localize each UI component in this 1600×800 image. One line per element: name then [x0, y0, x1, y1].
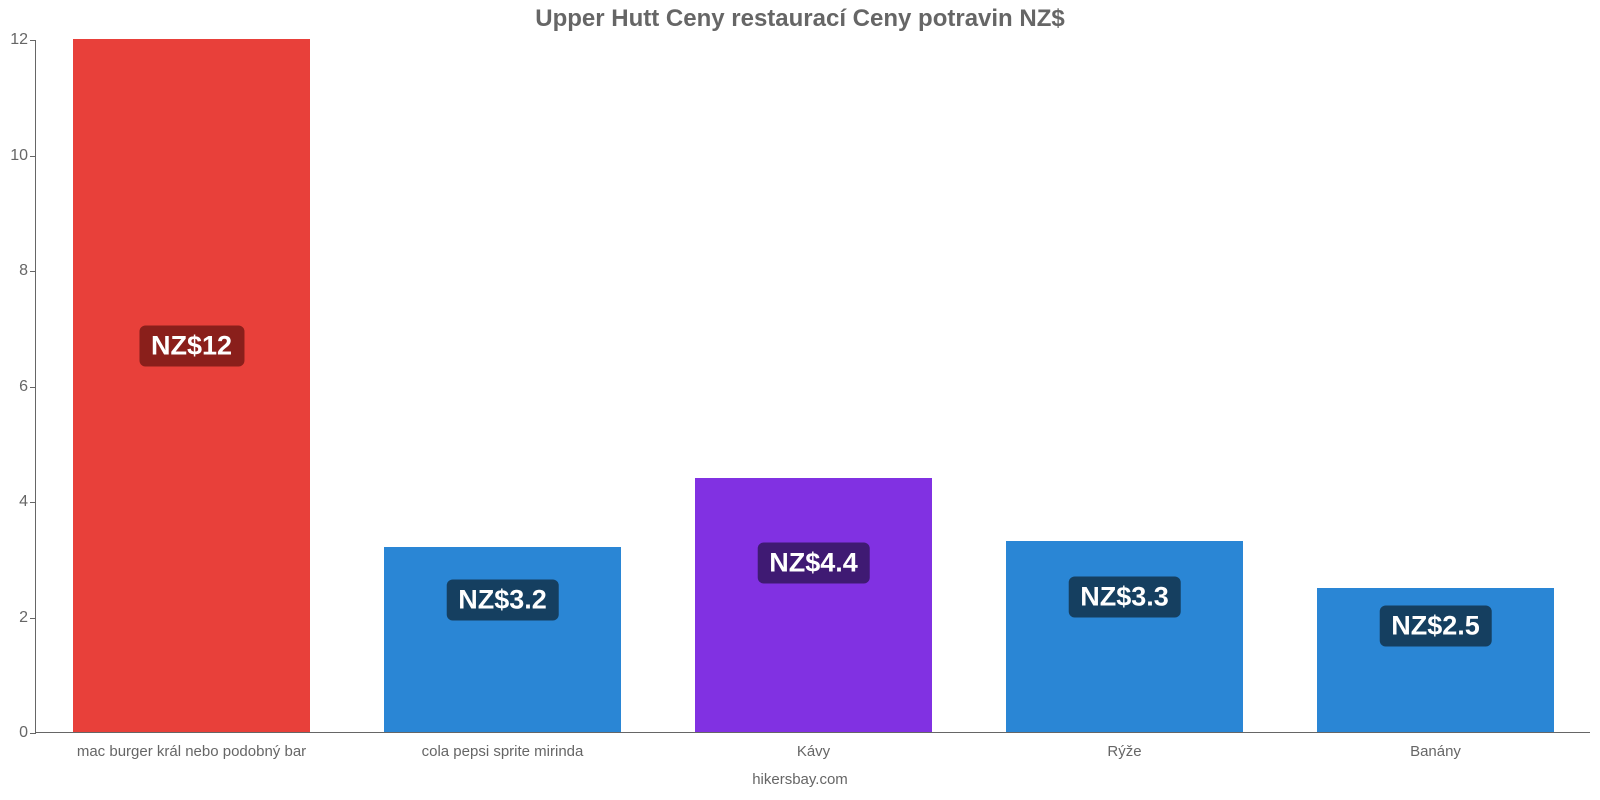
bar-value-badge: NZ$12 — [139, 326, 244, 367]
y-tick-mark — [30, 40, 36, 41]
y-tick-mark — [30, 271, 36, 272]
y-tick-label: 6 — [1, 378, 28, 396]
y-tick-mark — [30, 502, 36, 503]
y-tick-label: 12 — [1, 31, 28, 49]
price-bar-chart: Upper Hutt Ceny restaurací Ceny potravin… — [0, 0, 1600, 800]
y-tick-label: 2 — [1, 609, 28, 627]
y-tick-mark — [30, 733, 36, 734]
bar — [695, 478, 931, 732]
bar-value-badge: NZ$2.5 — [1379, 606, 1492, 647]
bar-value-badge: NZ$3.3 — [1068, 577, 1181, 618]
plot-area: 024681012NZ$12mac burger král nebo podob… — [35, 40, 1590, 733]
y-tick-label: 4 — [1, 493, 28, 511]
y-tick-label: 8 — [1, 262, 28, 280]
bar — [73, 39, 309, 732]
x-tick-label: Banány — [1280, 743, 1591, 760]
y-tick-label: 0 — [1, 724, 28, 742]
y-tick-mark — [30, 387, 36, 388]
y-tick-mark — [30, 618, 36, 619]
y-tick-label: 10 — [1, 147, 28, 165]
x-tick-label: Rýže — [969, 743, 1280, 760]
bar — [1006, 541, 1242, 732]
x-tick-label: cola pepsi sprite mirinda — [347, 743, 658, 760]
bar — [384, 547, 620, 732]
bar-value-badge: NZ$4.4 — [757, 542, 870, 583]
x-tick-label: Kávy — [658, 743, 969, 760]
y-tick-mark — [30, 156, 36, 157]
bar-value-badge: NZ$3.2 — [446, 580, 559, 621]
chart-title: Upper Hutt Ceny restaurací Ceny potravin… — [0, 5, 1600, 33]
chart-footer: hikersbay.com — [0, 771, 1600, 788]
x-tick-label: mac burger král nebo podobný bar — [36, 743, 347, 760]
